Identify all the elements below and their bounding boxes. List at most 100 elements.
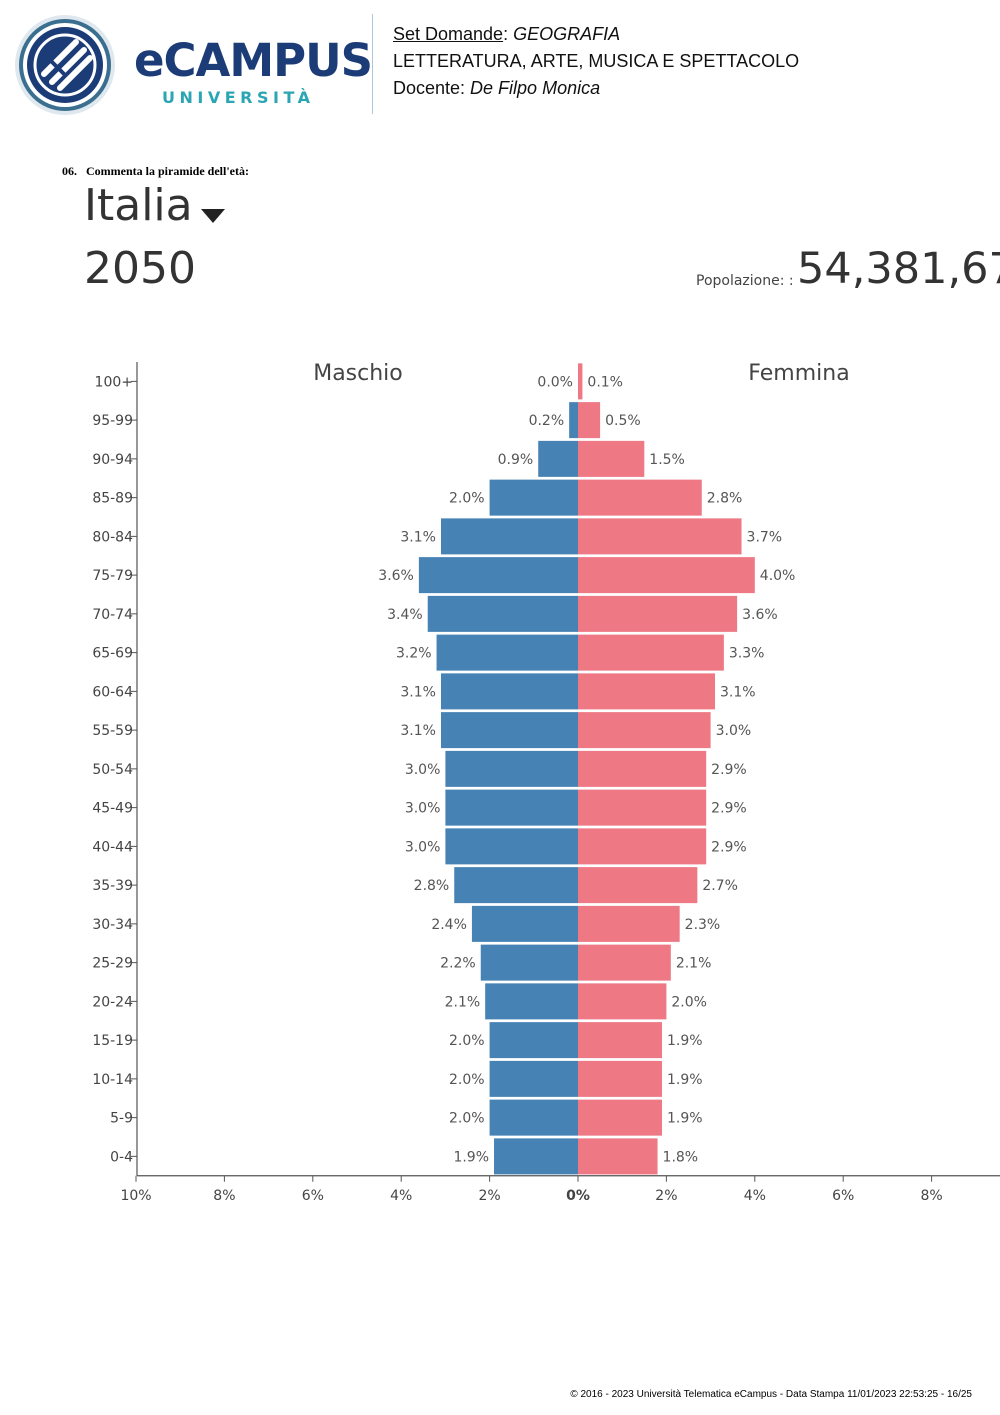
bar-male [489,1022,578,1059]
y-tick-label: 100+ [95,374,133,390]
population-value: 54,381,674 [797,244,1000,294]
bar-male [485,983,578,1020]
data-label-male: 1.9% [453,1149,489,1165]
y-tick-label: 55-59 [92,723,133,739]
bar-female [578,867,698,904]
bar-female [578,712,711,749]
data-label-female: 2.9% [711,762,747,778]
bar-male [569,402,578,439]
data-label-female: 3.0% [716,723,752,739]
data-label-male: 2.0% [449,1111,485,1127]
data-label-female: 3.3% [729,646,765,662]
population-pyramid-chart: Maschio Femmina 100+ 0.0% 0.1% 95-99 0.2% 0.5% 9… [92,361,1000,1204]
data-label-male: 0.2% [529,413,565,429]
teacher-name: De Filpo Monica [470,78,601,98]
ecampus-emblem-icon [15,15,115,115]
data-label-female: 2.9% [711,839,747,855]
bar-male [471,905,578,942]
data-label-male: 3.0% [405,762,441,778]
bar-female [578,750,707,787]
y-tick-label: 35-39 [92,878,133,894]
bar-male [489,1099,578,1136]
data-label-female: 3.7% [747,529,783,545]
y-tick-label: 75-79 [92,568,133,584]
y-tick-label: 60-64 [92,684,133,700]
data-label-male: 3.6% [378,568,414,584]
y-tick-label: 90-94 [92,452,133,468]
bar-male [445,828,578,865]
bar-female [578,363,583,400]
data-label-female: 0.5% [605,413,641,429]
bar-male [440,712,578,749]
x-tick-label: 8% [920,1188,942,1204]
set-label: Set Domande [393,24,504,44]
y-tick-label: 0-4 [110,1149,133,1165]
bar-male [440,518,578,555]
set-separator: : [503,24,514,44]
y-tick-label: 95-99 [92,413,133,429]
bar-female [578,1138,658,1175]
data-label-male: 2.0% [449,491,485,507]
bar-male [494,1138,578,1175]
bar-female [578,1099,662,1136]
bar-female [578,479,702,516]
x-tick-label: 8% [213,1188,235,1204]
bar-male [418,557,578,594]
data-label-female: 1.9% [667,1033,703,1049]
x-tick-label: 10% [120,1188,151,1204]
set-value: GEOGRAFIA [513,24,621,44]
bar-female [578,518,742,555]
data-label-female: 1.9% [667,1072,703,1088]
page-header: eCAMPUS UNIVERSITÀ Set Domande: GEOGRAFI… [0,0,1000,125]
data-label-male: 3.4% [387,607,423,623]
bar-female [578,595,738,632]
data-label-male: 3.0% [405,839,441,855]
y-tick-label: 80-84 [92,529,133,545]
y-tick-label: 10-14 [92,1072,133,1088]
y-tick-label: 5-9 [110,1111,133,1127]
bar-male [489,1060,578,1097]
bar-female [578,1022,662,1059]
bar-female [578,828,707,865]
question-text: 06. Commenta la piramide dell'età: [62,164,249,178]
data-label-male: 2.2% [440,956,476,972]
series-label-female: Femmina [748,361,849,386]
bar-female [578,673,716,710]
y-tick-label: 40-44 [92,839,133,855]
data-label-female: 2.3% [685,917,721,933]
data-label-female: 4.0% [760,568,796,584]
bar-male [454,867,578,904]
data-label-male: 3.2% [396,646,432,662]
bar-male [440,673,578,710]
series-label-male: Maschio [313,361,403,386]
x-tick-label: 4% [390,1188,412,1204]
data-label-female: 2.8% [707,491,743,507]
bar-female [578,402,601,439]
data-label-male: 0.9% [498,452,534,468]
dropdown-caret-icon [201,209,225,223]
bar-female [578,557,755,594]
y-tick-label: 85-89 [92,491,133,507]
data-label-female: 1.5% [649,452,685,468]
bar-female [578,789,707,826]
data-label-male: 2.0% [449,1033,485,1049]
y-tick-label: 65-69 [92,646,133,662]
bar-male [436,634,578,671]
bar-female [578,634,724,671]
data-label-female: 0.1% [587,374,623,390]
data-label-male: 2.0% [449,1072,485,1088]
data-label-male: 3.1% [400,684,436,700]
data-label-male: 2.4% [431,917,467,933]
x-tick-label: 0% [566,1188,590,1204]
bar-male [445,750,578,787]
set-line: Set Domande: GEOGRAFIA [393,24,620,45]
data-label-male: 0.0% [537,374,573,390]
y-tick-label: 50-54 [92,762,133,778]
data-label-male: 3.0% [405,801,441,817]
bar-female [578,983,667,1020]
brand-name: eCAMPUS [134,34,373,87]
x-tick-label: 2% [478,1188,500,1204]
year-label: 2050 [84,243,196,294]
subject-line: LETTERATURA, ARTE, MUSICA E SPETTACOLO [393,51,800,71]
bar-male [427,595,578,632]
